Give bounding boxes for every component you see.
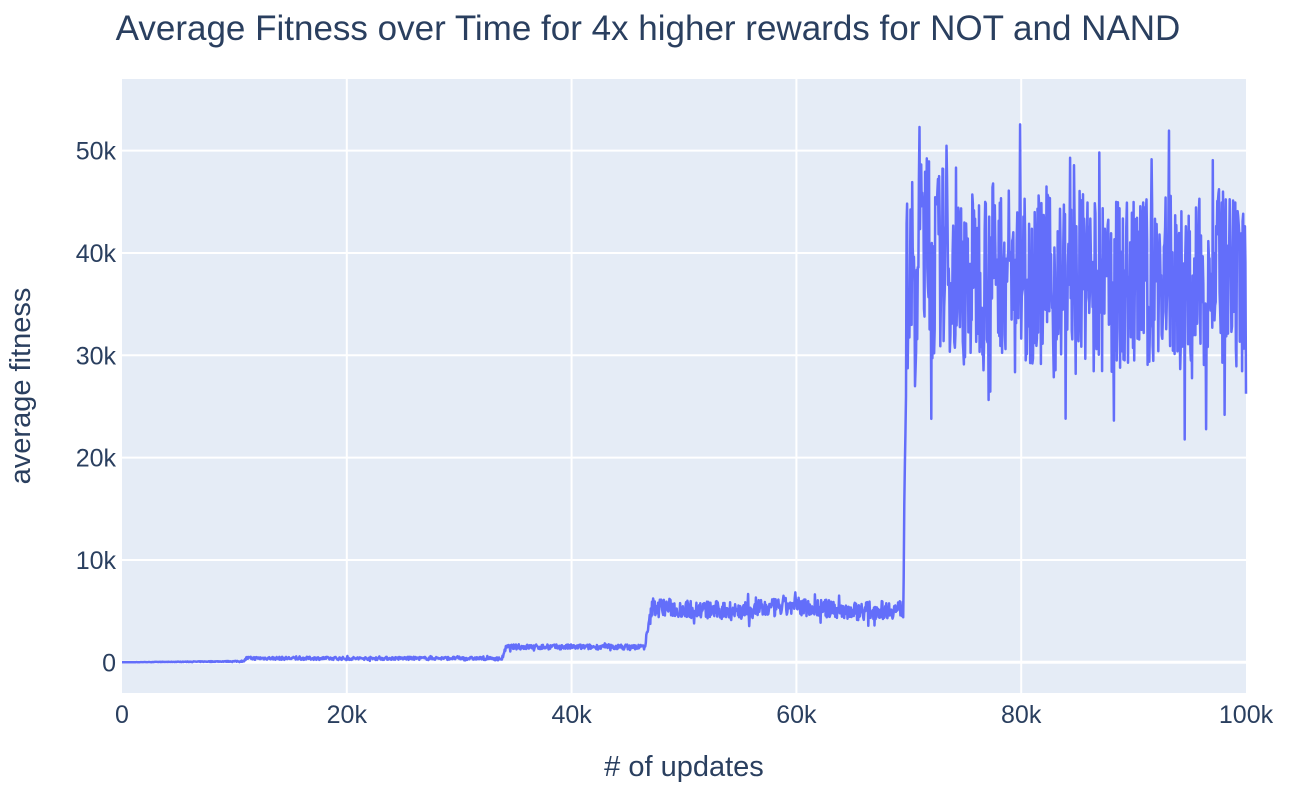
x-tick-label: 20k: [327, 701, 368, 729]
data-series: [121, 123, 1248, 664]
series-line: [121, 123, 1248, 664]
x-tick-label: 40k: [551, 701, 592, 729]
x-tick-label: 60k: [776, 701, 817, 729]
y-tick-label: 50k: [76, 138, 117, 166]
plot-area: [122, 79, 1246, 693]
x-tick-label: 0: [115, 701, 129, 729]
y-tick-label: 30k: [76, 342, 117, 370]
y-tick-label: 0: [102, 649, 116, 677]
y-axis-tick-labels: 0 10k 20k 30k 40k 50k: [76, 138, 117, 678]
y-tick-label: 20k: [76, 445, 117, 473]
x-tick-label: 80k: [1001, 701, 1042, 729]
chart-title: Average Fitness over Time for 4x higher …: [116, 9, 1181, 48]
x-axis-tick-labels: 0 20k 40k 60k 80k 100k: [115, 701, 1274, 729]
x-axis-title: # of updates: [604, 751, 764, 783]
y-axis-title: average fitness: [5, 288, 37, 485]
x-tick-label: 100k: [1219, 701, 1274, 729]
y-tick-label: 40k: [76, 240, 117, 268]
y-tick-label: 10k: [76, 547, 117, 575]
